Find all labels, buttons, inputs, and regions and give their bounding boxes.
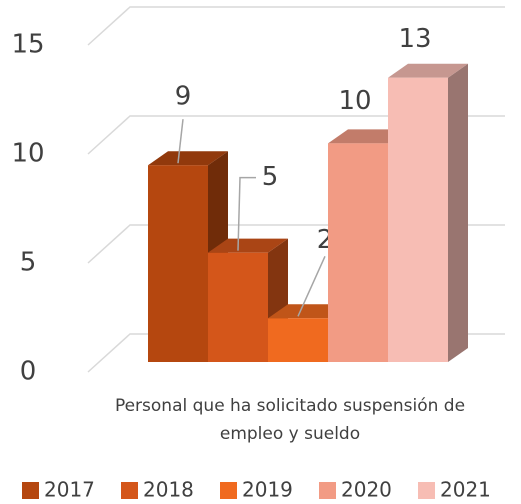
legend-label: 2017 <box>44 478 95 502</box>
legend-swatch <box>319 482 336 499</box>
legend-swatch <box>22 482 39 499</box>
legend-swatch <box>220 482 237 499</box>
legend-label: 2020 <box>341 478 392 502</box>
bar-top <box>388 63 468 78</box>
bar-top <box>208 238 288 253</box>
legend-swatch <box>418 482 435 499</box>
legend-label: 2019 <box>242 478 293 502</box>
leader-line <box>297 255 326 317</box>
grid-line <box>87 115 505 155</box>
data-label: 5 <box>262 162 279 192</box>
bar <box>328 143 388 362</box>
leader-line <box>237 176 256 251</box>
y-tick-label: 5 <box>20 248 37 278</box>
data-label: 10 <box>338 86 371 116</box>
legend-swatch <box>121 482 138 499</box>
y-tick-label: 0 <box>20 357 37 387</box>
bar-side <box>448 63 468 362</box>
bar <box>388 77 448 362</box>
y-tick-label: 10 <box>11 139 44 169</box>
bar-top <box>148 151 228 166</box>
data-label: 9 <box>175 82 192 112</box>
category-label: Personal que ha solicitado suspensión de… <box>114 396 466 444</box>
bar <box>208 252 268 362</box>
bar <box>268 318 328 362</box>
legend-label: 2018 <box>143 478 194 502</box>
y-tick-label: 15 <box>11 30 44 60</box>
grid-line <box>87 6 505 46</box>
bar <box>148 165 208 362</box>
data-label: 13 <box>398 24 431 54</box>
legend-label: 2021 <box>440 478 491 502</box>
leader-line <box>177 119 184 164</box>
